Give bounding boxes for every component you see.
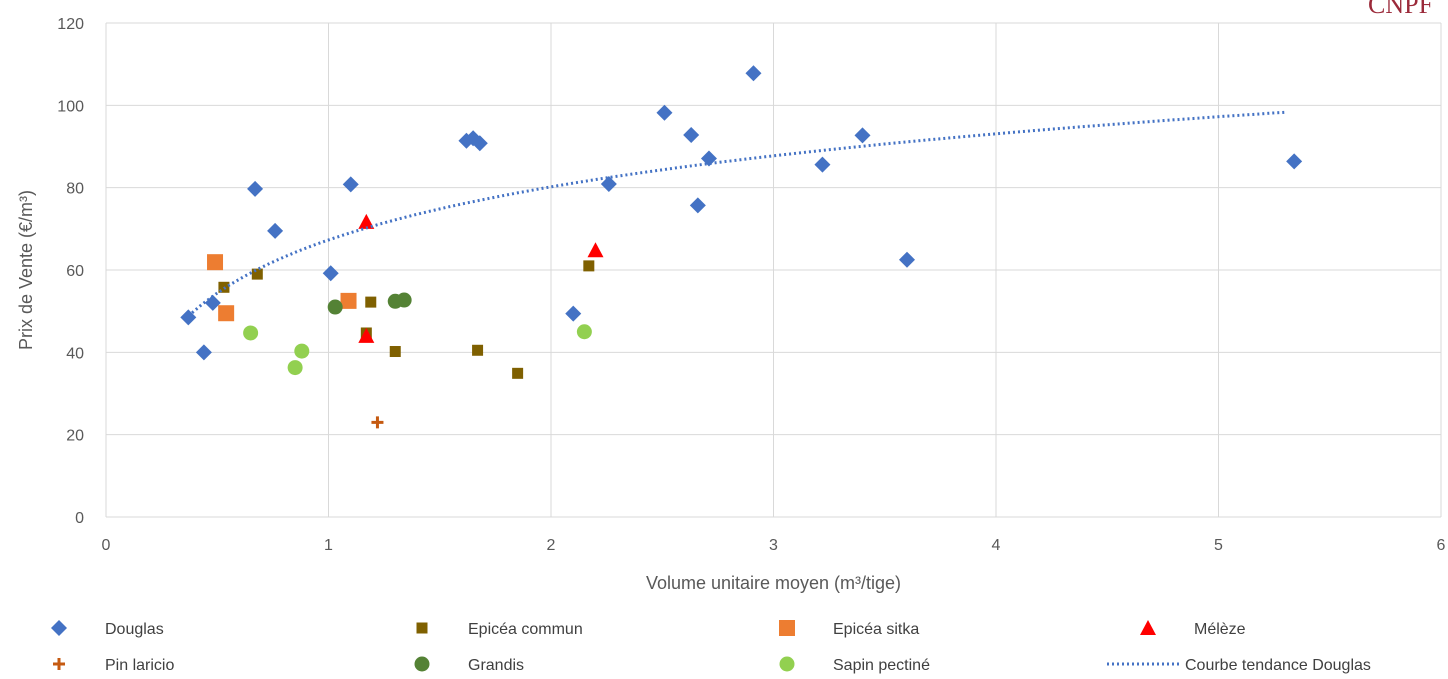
legend-label-epicea-commun: Epicéa commun: [468, 621, 583, 638]
point-douglas: [683, 126, 700, 143]
x-tick-label: 0: [102, 537, 111, 554]
legend-marker-meleze: [1140, 620, 1156, 635]
x-tick-label: 5: [1214, 537, 1223, 554]
legend-label-douglas: Douglas: [105, 621, 164, 638]
legend-label-grandis: Grandis: [468, 657, 524, 674]
point-sapin-pectine: [243, 325, 259, 341]
point-douglas: [600, 175, 617, 192]
point-douglas: [267, 222, 284, 239]
point-douglas: [322, 265, 339, 282]
point-sapin-pectine: [294, 343, 310, 359]
y-axis-title: Prix de Vente (€/m³): [16, 190, 36, 350]
point-pin-laricio: [371, 416, 384, 429]
legend-marker-grandis: [414, 656, 430, 672]
point-epicea-commun: [583, 260, 595, 272]
point-epicea-commun: [472, 344, 484, 356]
y-tick-label: 100: [57, 98, 84, 115]
legend-label-pin-laricio: Pin laricio: [105, 657, 174, 674]
point-douglas: [899, 251, 915, 268]
x-tick-label: 2: [547, 537, 556, 554]
y-tick-label: 60: [66, 263, 84, 280]
point-meleze: [358, 213, 375, 229]
point-douglas: [745, 65, 762, 82]
point-douglas: [195, 344, 212, 361]
point-epicea-sitka: [218, 305, 235, 322]
trendline-courbe-tendance-douglas: [187, 110, 1286, 318]
point-douglas: [180, 309, 197, 326]
cnpf-logo: CNPF: [1368, 0, 1433, 19]
point-grandis: [327, 299, 343, 315]
x-tick-label: 3: [769, 537, 778, 554]
point-meleze: [587, 242, 604, 258]
point-douglas: [854, 127, 871, 144]
legend-marker-sapin-pectine: [779, 656, 795, 672]
grid: [105, 22, 1442, 518]
point-douglas: [565, 305, 582, 322]
x-axis-ticks: 0 1 2 3 4 5 6: [102, 537, 1446, 554]
x-axis-title: Volume unitaire moyen (m³/tige): [646, 573, 901, 593]
point-douglas: [814, 156, 831, 173]
point-douglas: [247, 180, 264, 197]
point-douglas: [689, 197, 706, 214]
legend-label-meleze: Mélèze: [1194, 621, 1246, 638]
legend-marker-epicea-sitka: [779, 620, 795, 636]
y-tick-label: 80: [66, 181, 84, 198]
legend-marker-pin-laricio: [53, 658, 65, 670]
point-epicea-commun: [512, 367, 524, 379]
point-sapin-pectine: [287, 360, 303, 376]
point-epicea-sitka: [340, 292, 357, 309]
y-axis-ticks: 0 20 40 60 80 100 120: [57, 16, 84, 527]
point-douglas: [1286, 153, 1303, 170]
x-tick-label: 4: [992, 537, 1001, 554]
x-tick-label: 6: [1437, 537, 1446, 554]
data-marks: [180, 65, 1303, 429]
y-tick-label: 120: [57, 16, 84, 33]
legend-label-courbe-tendance-douglas: Courbe tendance Douglas: [1185, 657, 1371, 674]
point-sapin-pectine: [576, 324, 592, 340]
legend-label-sapin-pectine: Sapin pectiné: [833, 657, 930, 674]
legend-label-epicea-sitka: Epicéa sitka: [833, 621, 919, 638]
x-tick-label: 1: [324, 537, 333, 554]
legend: Douglas Epicéa commun Epicéa sitka Mélèze Pi…: [51, 620, 1371, 674]
y-tick-label: 40: [66, 345, 84, 362]
point-douglas: [700, 150, 717, 167]
y-tick-label: 20: [66, 428, 84, 445]
point-douglas: [471, 135, 488, 152]
point-meleze: [358, 327, 375, 343]
legend-marker-douglas: [51, 620, 67, 636]
point-epicea-sitka: [207, 254, 224, 271]
point-grandis: [396, 292, 412, 308]
y-tick-label: 0: [75, 510, 84, 527]
legend-marker-epicea-commun: [416, 622, 428, 634]
point-douglas: [342, 176, 359, 193]
point-epicea-commun: [389, 346, 401, 358]
point-epicea-commun: [251, 268, 263, 280]
point-douglas: [656, 104, 673, 121]
point-epicea-commun: [365, 296, 377, 308]
